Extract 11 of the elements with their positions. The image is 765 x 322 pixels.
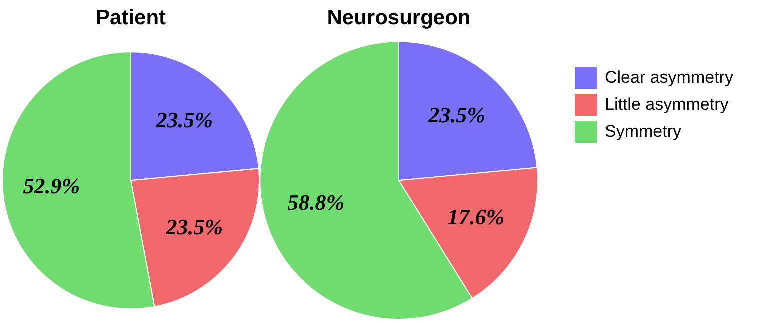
- data-label: 23.5%: [428, 102, 486, 128]
- data-label: 58.8%: [288, 190, 345, 215]
- legend-label: Symmetry: [605, 122, 682, 142]
- data-label: 17.6%: [448, 204, 505, 230]
- chart-title: Patient: [96, 6, 166, 30]
- legend-label: Clear asymmetry: [605, 68, 734, 88]
- data-label: 23.5%: [155, 107, 214, 132]
- data-label: 23.5%: [165, 214, 224, 240]
- chart-title: Neurosurgeon: [327, 6, 471, 30]
- data-label: 52.9%: [23, 174, 80, 199]
- legend-label: Little asymmetry: [605, 94, 729, 114]
